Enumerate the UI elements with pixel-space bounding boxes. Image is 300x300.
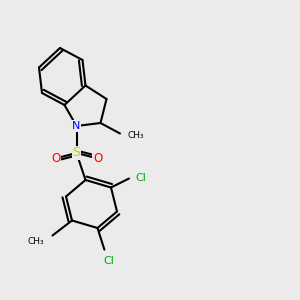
Text: N: N — [72, 121, 81, 131]
Text: O: O — [51, 152, 60, 165]
Text: CH₃: CH₃ — [128, 131, 144, 140]
Text: CH₃: CH₃ — [28, 237, 44, 246]
Text: O: O — [93, 152, 102, 165]
Text: S: S — [73, 146, 80, 160]
Text: Cl: Cl — [136, 172, 146, 183]
Text: Cl: Cl — [103, 256, 114, 266]
